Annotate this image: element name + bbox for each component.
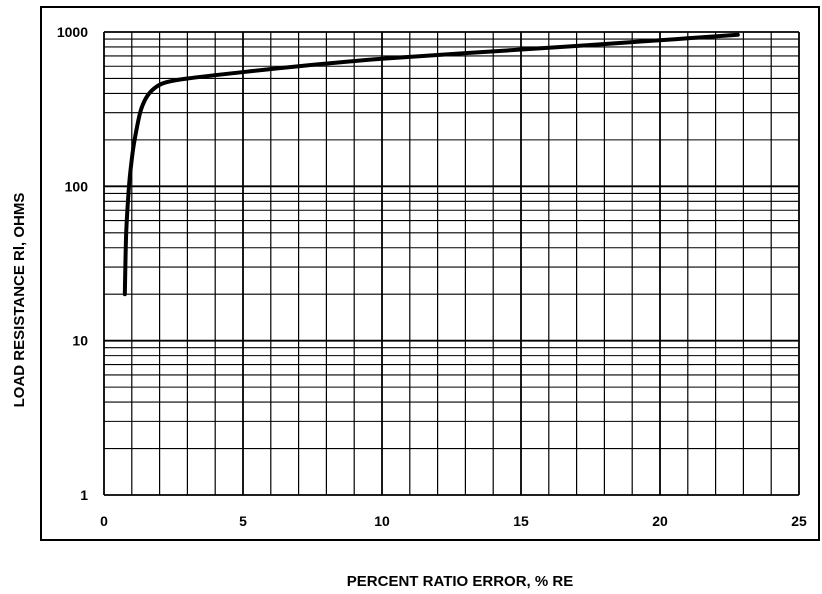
- x-tick-label: 20: [652, 513, 668, 529]
- x-axis-title: PERCENT RATIO ERROR, % RE: [347, 573, 573, 590]
- load-resistance-curve: [122, 32, 740, 297]
- y-tick-label: 100: [65, 178, 89, 194]
- y-tick-labels: 1 10 100 1000: [57, 24, 88, 503]
- x-tick-label: 0: [100, 513, 108, 529]
- x-tick-label: 15: [513, 513, 529, 529]
- chart-frame: [40, 6, 820, 541]
- x-tick-label: 10: [374, 513, 390, 529]
- x-tick-label: 25: [791, 513, 807, 529]
- y-tick-label: 1000: [57, 24, 88, 40]
- y-axis-title: LOAD RESISTANCE Rl, OHMS: [11, 193, 28, 408]
- x-tick-label: 5: [239, 513, 247, 529]
- x-tick-labels: 0 5 10 15 20 25: [100, 513, 807, 529]
- y-tick-label: 10: [72, 333, 88, 349]
- y-tick-label: 1: [80, 487, 88, 503]
- grid: [103, 31, 800, 496]
